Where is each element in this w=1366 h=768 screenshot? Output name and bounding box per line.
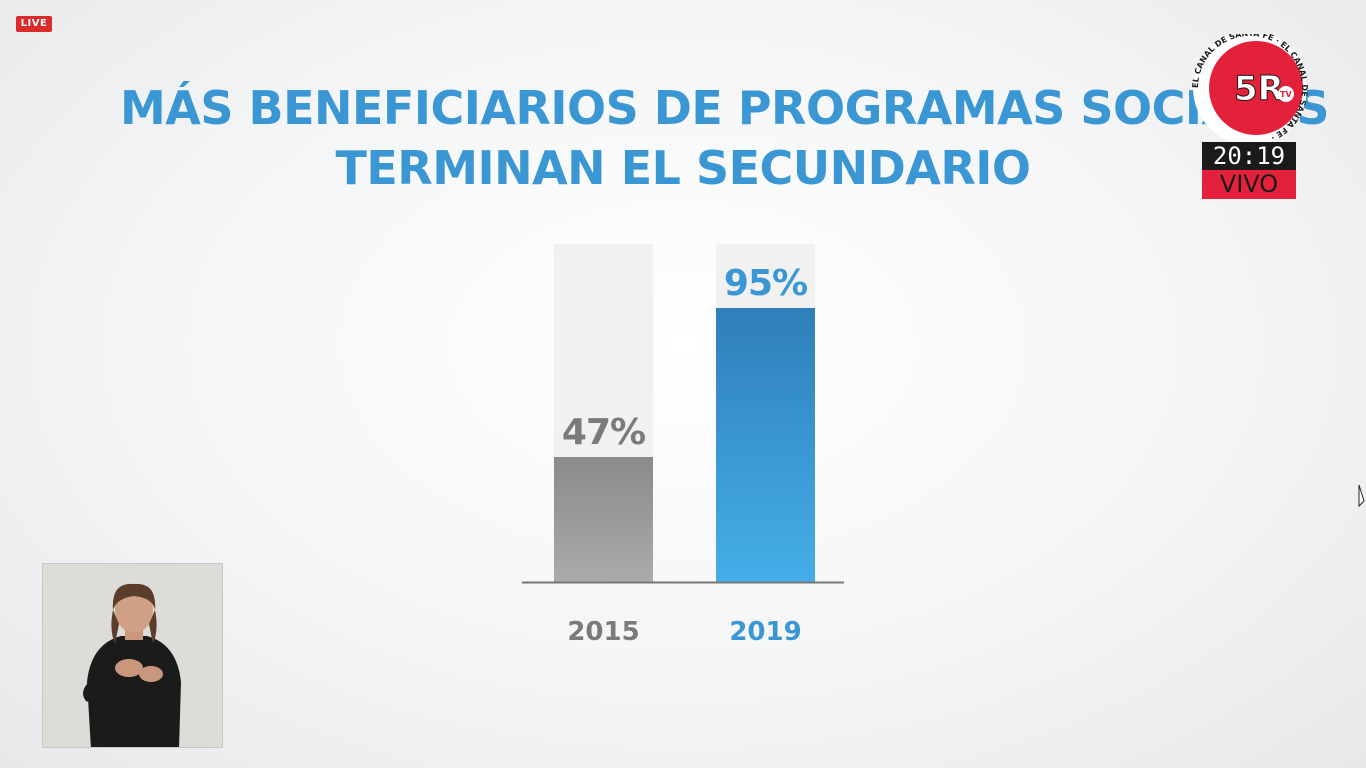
category-label-2019: 2019 xyxy=(729,617,801,647)
live-badge: LIVE xyxy=(16,16,52,32)
title-line-1: MÁS BENEFICIARIOS DE PROGRAMAS SOCIALES xyxy=(120,81,1329,135)
title-line-2: TERMINAN EL SECUNDARIO xyxy=(335,141,1031,195)
clock-box: 20:19 VIVO xyxy=(1202,142,1296,199)
bar-2019 xyxy=(716,308,815,582)
interpreter-figure-icon xyxy=(43,564,222,747)
logo-tv-badge-icon xyxy=(1278,86,1294,102)
page-title: MÁS BENEFICIARIOS DE PROGRAMAS SOCIALES … xyxy=(120,78,1329,198)
bar-2015 xyxy=(554,457,653,582)
channel-logo: EL CANAL DE SANTA FE · EL CANAL DE SANTA… xyxy=(1192,34,1308,142)
logo-disc-icon xyxy=(1209,41,1303,135)
sign-language-interpreter xyxy=(42,563,223,748)
clock-time: 20:19 xyxy=(1202,142,1296,170)
clock-status: VIVO xyxy=(1202,170,1296,199)
value-label-2019: 95% xyxy=(724,263,807,304)
value-label-2015: 47% xyxy=(562,412,645,453)
logo-sub: TV xyxy=(1280,90,1292,99)
logo-brand: 5R xyxy=(1234,69,1284,109)
mouse-cursor-icon xyxy=(1358,484,1365,508)
category-label-2015: 2015 xyxy=(567,617,639,647)
